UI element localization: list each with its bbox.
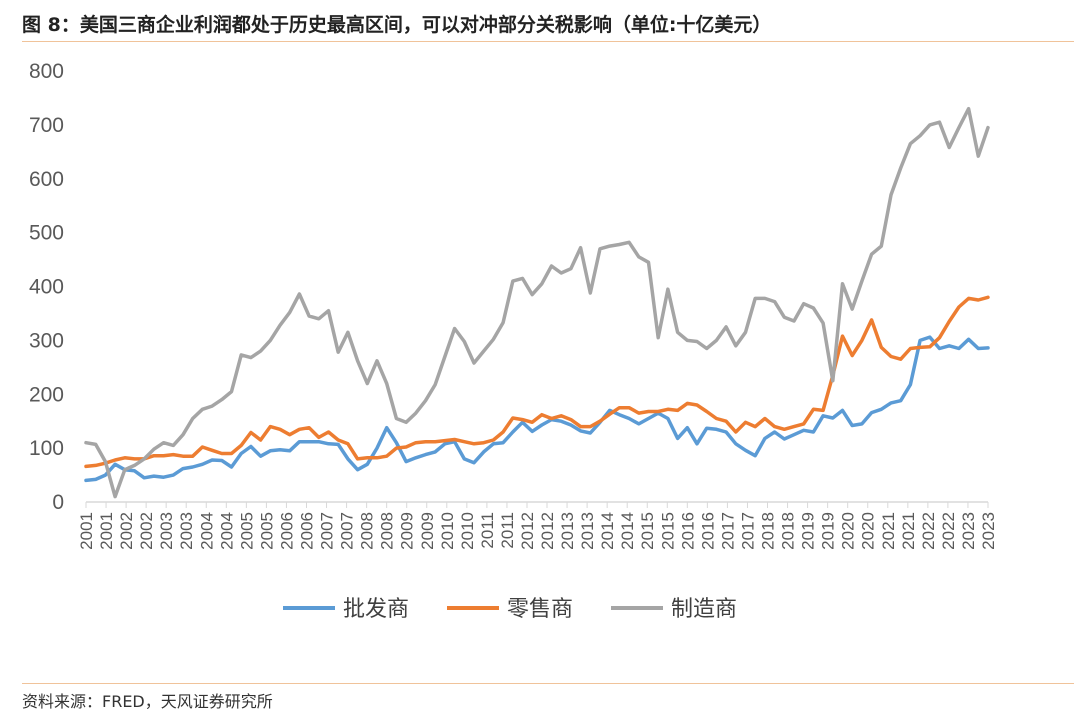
x-tick-label: 2021 xyxy=(899,512,918,550)
y-tick-label: 800 xyxy=(29,60,64,83)
x-tick-label: 2012 xyxy=(518,512,537,550)
x-tick-label: 2012 xyxy=(538,512,557,550)
x-tick-label: 2005 xyxy=(257,512,276,550)
x-tick-label: 2006 xyxy=(277,512,296,550)
x-tick-label: 2017 xyxy=(718,512,737,550)
x-tick-label: 2007 xyxy=(318,512,337,550)
x-tick-label: 2013 xyxy=(558,512,577,550)
x-tick-label: 2002 xyxy=(117,512,136,550)
x-tick-label: 2001 xyxy=(77,512,96,550)
x-tick-label: 2021 xyxy=(879,512,898,550)
x-tick-label: 2023 xyxy=(959,512,978,550)
y-tick-label: 500 xyxy=(29,222,64,245)
x-tick-label: 2022 xyxy=(919,512,938,550)
y-axis-ticks: 0 100 200 300 400 500 600 700 800 xyxy=(29,60,64,514)
x-tick-label: 2022 xyxy=(939,512,958,550)
legend-label-1: 批发商 xyxy=(343,597,409,622)
x-tick-label: 2013 xyxy=(578,512,597,550)
y-tick-label: 100 xyxy=(29,437,64,460)
x-tick-label: 2001 xyxy=(97,512,116,550)
x-tick-label: 2005 xyxy=(237,512,256,550)
x-tick-label: 2014 xyxy=(618,512,637,550)
source-divider xyxy=(22,683,1074,684)
x-tick-label: 2002 xyxy=(137,512,156,550)
x-tick-label: 2016 xyxy=(698,512,717,550)
x-tick-label: 2011 xyxy=(498,512,517,549)
x-tick-label: 2004 xyxy=(197,512,216,550)
x-tick-label: 2020 xyxy=(839,512,858,550)
x-tick-label: 2010 xyxy=(438,512,457,550)
chart-title: 图 8：美国三商企业利润都处于历史最高区间，可以对冲部分关税影响（单位:十亿美元… xyxy=(22,14,772,36)
x-tick-label: 2019 xyxy=(819,512,838,550)
x-tick-label: 2020 xyxy=(859,512,878,550)
x-tick-label: 2003 xyxy=(157,512,176,550)
x-tick-label: 2014 xyxy=(598,512,617,550)
chart-legend: 批发商 零售商 制造商 xyxy=(283,597,737,622)
series-line-2 xyxy=(84,295,990,469)
legend-label-2: 零售商 xyxy=(507,597,573,622)
title-divider xyxy=(22,41,1074,42)
y-tick-label: 700 xyxy=(29,114,64,137)
x-tick-label: 2023 xyxy=(979,512,998,550)
y-tick-label: 300 xyxy=(29,329,64,352)
series-line-3 xyxy=(84,106,990,499)
x-tick-label: 2008 xyxy=(358,512,377,550)
x-tick-label: 2010 xyxy=(458,512,477,550)
x-axis-ticks: 2001 2001 2002 2002 2003 2003 2004 2004 2005 2005… xyxy=(77,502,998,550)
x-tick-label: 2004 xyxy=(217,512,236,550)
x-tick-label: 2003 xyxy=(177,512,196,550)
x-tick-label: 2007 xyxy=(338,512,357,550)
x-tick-label: 2006 xyxy=(297,512,316,550)
y-tick-label: 600 xyxy=(29,168,64,191)
x-tick-label: 2017 xyxy=(738,512,757,550)
x-tick-label: 2011 xyxy=(478,512,497,549)
legend-label-3: 制造商 xyxy=(671,597,737,622)
x-tick-label: 2015 xyxy=(658,512,677,550)
x-tick-label: 2015 xyxy=(638,512,657,550)
y-tick-label: 0 xyxy=(52,491,64,514)
series-line-1 xyxy=(84,335,990,483)
y-tick-label: 400 xyxy=(29,276,64,299)
y-tick-label: 200 xyxy=(29,383,64,406)
x-tick-label: 2008 xyxy=(378,512,397,550)
source-note: 资料来源：FRED，天风证券研究所 xyxy=(22,692,273,711)
x-tick-label: 2016 xyxy=(678,512,697,550)
chart-series xyxy=(84,106,990,499)
x-tick-label: 2019 xyxy=(799,512,818,550)
x-tick-label: 2009 xyxy=(398,512,417,550)
x-tick-label: 2018 xyxy=(779,512,798,550)
x-tick-label: 2009 xyxy=(418,512,437,550)
x-tick-label: 2018 xyxy=(759,512,778,550)
